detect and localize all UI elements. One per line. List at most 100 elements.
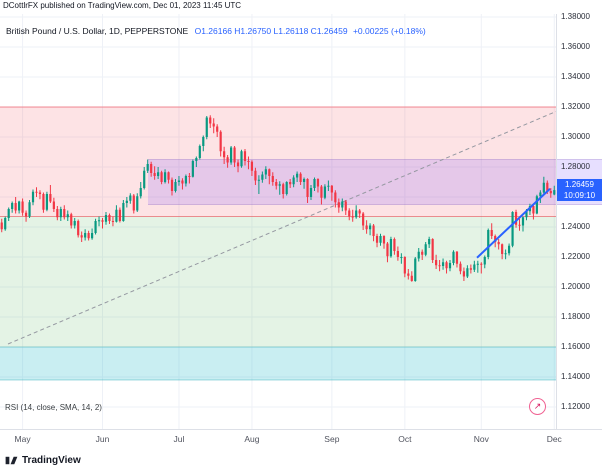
price-tick-label: 1.38000 xyxy=(561,12,590,21)
candle-body xyxy=(31,191,35,203)
time-axis-month-label: Dec xyxy=(546,434,562,444)
candle-body xyxy=(84,232,87,238)
candle-body xyxy=(101,220,104,222)
attribution-text: DCottlrFX published on TradingView.com, … xyxy=(3,1,242,10)
candle-body xyxy=(170,179,174,191)
candle-body xyxy=(435,259,438,266)
candle-body xyxy=(73,220,76,226)
price-tick-label: 1.22000 xyxy=(561,251,590,261)
price-tick-label: 1.30000 xyxy=(561,131,590,141)
candle-body xyxy=(11,202,14,209)
candle-body xyxy=(355,210,358,218)
candle-body xyxy=(466,268,469,277)
candle-body xyxy=(90,232,94,239)
candle-body xyxy=(80,235,83,238)
dashed-uptrend-line[interactable] xyxy=(7,111,557,345)
time-axis[interactable]: May Jun Jul Aug Sep Oct Nov Dec xyxy=(0,429,602,451)
support-zone-green xyxy=(0,216,556,347)
candle-body xyxy=(469,268,472,270)
candle-body xyxy=(247,160,250,162)
candle-body xyxy=(511,211,514,246)
candle-body xyxy=(243,151,247,161)
candle-body xyxy=(42,193,45,210)
candle-body xyxy=(344,201,347,211)
candle-body xyxy=(21,201,24,213)
rsi-indicator-label[interactable]: RSI (14, close, SMA, 14, 2) xyxy=(5,403,102,412)
price-tick-label: 1.36000 xyxy=(561,41,590,51)
candle-body xyxy=(330,185,333,193)
candle-body xyxy=(275,181,278,186)
candle-body xyxy=(289,181,292,185)
candle-body xyxy=(146,163,149,171)
candle-body xyxy=(553,190,556,195)
price-tick-label: 1.12000 xyxy=(561,401,590,411)
candle-body xyxy=(337,202,340,208)
time-axis-month-label: Sep xyxy=(324,434,340,444)
tradingview-logo-icon xyxy=(5,456,18,464)
candle-body xyxy=(45,193,49,210)
candle-body xyxy=(497,241,500,245)
candle-body xyxy=(278,184,281,186)
price-axis[interactable]: 1.26459 10:09:10 1.38000 1.36000 1.34000 1.… xyxy=(556,12,602,429)
time-axis-month-label: May xyxy=(14,434,31,444)
candle-body xyxy=(181,180,184,184)
candle-body xyxy=(219,131,222,152)
candle-body xyxy=(521,217,525,226)
candle-body xyxy=(188,175,191,177)
candle-body xyxy=(299,173,302,182)
candle-body xyxy=(424,244,427,255)
candle-body xyxy=(177,180,181,182)
candle-body xyxy=(327,185,330,187)
candle-body xyxy=(195,157,198,161)
candle-body xyxy=(129,195,132,201)
candle-body xyxy=(393,238,396,251)
candle-body xyxy=(7,208,10,218)
tradingview-link[interactable]: TradingView xyxy=(5,454,81,467)
support-zone-teal xyxy=(0,346,556,380)
candle-body xyxy=(462,271,466,277)
blue-support-trendline[interactable] xyxy=(476,188,551,259)
candle-body xyxy=(77,220,80,236)
chart-canvas[interactable] xyxy=(0,14,602,429)
candle-body xyxy=(202,136,205,146)
price-tick-label: 1.14000 xyxy=(561,371,590,381)
candle-body xyxy=(136,196,139,211)
candle-body xyxy=(236,162,240,167)
candle-body xyxy=(504,253,507,255)
candle-body xyxy=(56,208,59,218)
candle-body xyxy=(542,182,545,193)
ohlc-values: O1.26166 H1.26750 L1.26118 C1.26459 xyxy=(194,26,348,36)
candle-body xyxy=(28,202,31,217)
candle-body xyxy=(63,208,66,218)
candle-body xyxy=(379,235,382,243)
candle-body xyxy=(14,202,17,211)
candle-body xyxy=(240,151,243,167)
candle-body xyxy=(403,256,406,274)
candle-body xyxy=(264,169,267,175)
candle-body xyxy=(431,238,434,260)
candle-body xyxy=(490,229,493,236)
candle-body xyxy=(386,243,389,257)
symbol-title[interactable]: British Pound / U.S. Dollar, 1D, PEPPERS… xyxy=(6,26,189,36)
time-axis-month-label: Nov xyxy=(473,434,489,444)
candle-body xyxy=(49,193,52,202)
candle-body xyxy=(459,263,462,272)
candle-body xyxy=(483,256,486,265)
candle-body xyxy=(396,250,399,257)
candle-body xyxy=(351,216,354,218)
candle-body xyxy=(546,182,549,191)
flash-icon[interactable]: ↗ xyxy=(529,398,546,415)
candle-body xyxy=(167,172,170,180)
candle-body xyxy=(518,224,521,226)
candle-body xyxy=(525,211,528,218)
candle-body xyxy=(108,214,111,221)
candle-body xyxy=(132,195,135,211)
candle-body xyxy=(268,169,271,176)
candle-body xyxy=(282,184,285,194)
price-tick-label: 1.24000 xyxy=(561,221,590,231)
candle-body xyxy=(271,175,274,182)
candle-body xyxy=(254,170,257,181)
candle-body xyxy=(441,262,445,266)
candle-body xyxy=(216,126,219,132)
symbol-legend: British Pound / U.S. Dollar, 1D, PEPPERS… xyxy=(6,26,426,36)
